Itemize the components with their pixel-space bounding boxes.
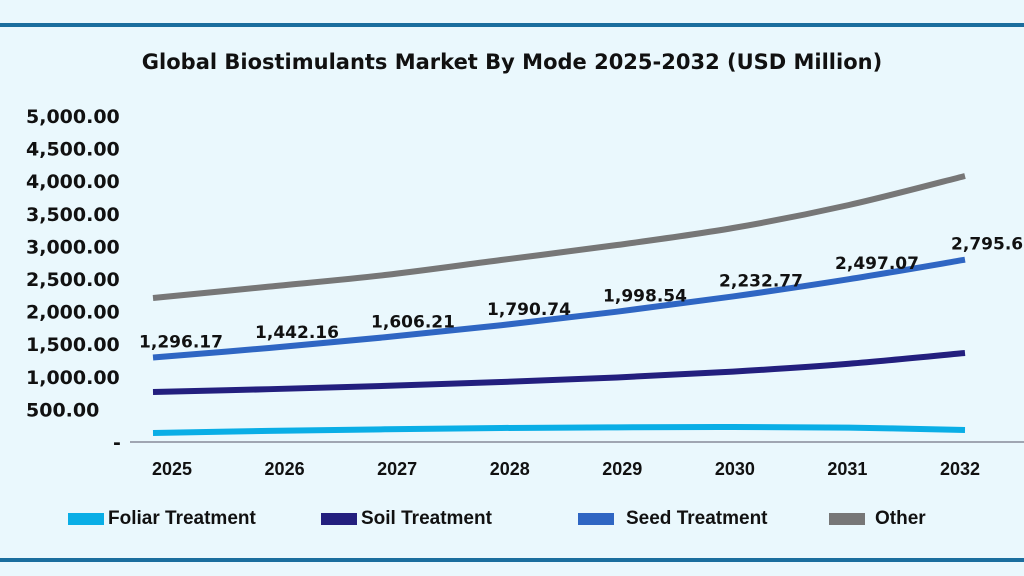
data-label: 1,442.16 [255,323,339,343]
bottom-border [0,558,1024,562]
chart-title: Global Biostimulants Market By Mode 2025… [141,50,883,74]
y-tick-label: 1,500.00 [26,334,120,356]
x-tick-label: 2030 [715,459,755,479]
y-tick-label: 3,000.00 [26,236,120,258]
legend: Other [829,508,926,530]
x-tick-label: 2026 [265,459,305,479]
legend-label-seed: Seed Treatment [626,508,768,529]
legend: Foliar Treatment [68,508,256,530]
x-tick-label: 2025 [152,459,192,479]
y-tick-label: 500.00 [26,399,99,421]
data-label: 1,606.21 [371,312,455,332]
x-tick-label: 2028 [490,459,530,479]
data-label: 2,232.77 [719,271,803,291]
legend-swatch-seed [578,513,614,525]
legend-label-foliar: Foliar Treatment [108,508,256,529]
y-tick-label: 4,500.00 [26,139,120,161]
top-border [0,23,1024,27]
x-tick-label: 2027 [377,459,417,479]
legend-swatch-other [829,513,865,525]
data-label: 2,497.07 [835,254,919,274]
y-tick-label: 2,000.00 [26,302,120,324]
y-tick-label: 3,500.00 [26,204,120,226]
y-tick-label: 1,000.00 [26,367,120,389]
data-label: 1,998.54 [603,287,687,307]
data-label: 1,790.74 [487,300,571,320]
y-tick-label: 5,000.00 [26,106,120,128]
x-tick-label: 2031 [827,459,867,479]
y-tick-label: 4,000.00 [26,171,120,193]
legend: Soil Treatment [321,508,492,530]
y-tick-label: 2,500.00 [26,269,120,291]
data-label: 1,296.17 [139,332,223,352]
legend-label-other: Other [875,508,926,529]
series-line-seed-treatment [152,256,966,361]
y-tick-label: - [113,432,121,454]
series-line-other [152,173,966,301]
legend-label-soil: Soil Treatment [361,508,492,529]
data-label: 2,795.61 [951,235,1024,255]
legend: Seed Treatment [578,508,768,530]
x-tick-label: 2029 [602,459,642,479]
series-line-foliar-treatment [152,423,966,437]
legend-swatch-soil [321,513,357,525]
series-line-soil-treatment [152,350,966,395]
legend-swatch-foliar [68,513,104,525]
x-tick-label: 2032 [940,459,980,479]
